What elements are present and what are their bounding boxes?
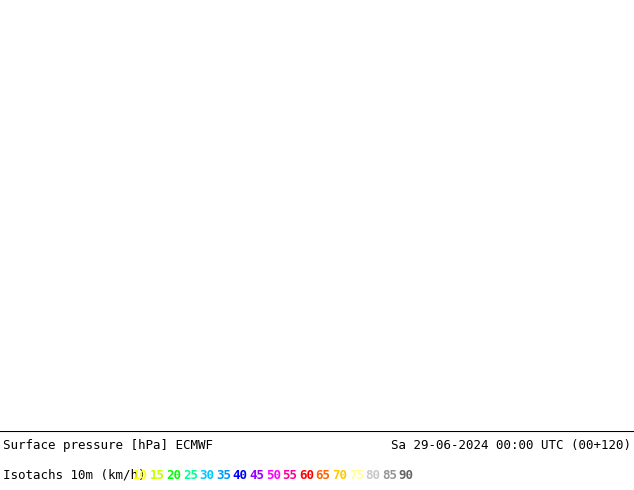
Text: 85: 85: [382, 469, 397, 482]
Text: 25: 25: [183, 469, 198, 482]
Text: 75: 75: [349, 469, 364, 482]
Text: 35: 35: [216, 469, 231, 482]
Text: 50: 50: [266, 469, 281, 482]
Text: 45: 45: [249, 469, 264, 482]
Text: Sa 29-06-2024 00:00 UTC (00+120): Sa 29-06-2024 00:00 UTC (00+120): [391, 440, 631, 452]
Text: Surface pressure [hPa] ECMWF: Surface pressure [hPa] ECMWF: [3, 440, 213, 452]
Text: 70: 70: [332, 469, 347, 482]
Text: 10: 10: [133, 469, 148, 482]
Text: 55: 55: [282, 469, 297, 482]
Text: 90: 90: [399, 469, 413, 482]
Text: 20: 20: [166, 469, 181, 482]
Text: 60: 60: [299, 469, 314, 482]
Text: 80: 80: [365, 469, 380, 482]
Text: 30: 30: [200, 469, 214, 482]
Text: 40: 40: [233, 469, 248, 482]
Text: 15: 15: [150, 469, 165, 482]
Text: 65: 65: [316, 469, 330, 482]
Text: Isotachs 10m (km/h): Isotachs 10m (km/h): [3, 469, 145, 482]
